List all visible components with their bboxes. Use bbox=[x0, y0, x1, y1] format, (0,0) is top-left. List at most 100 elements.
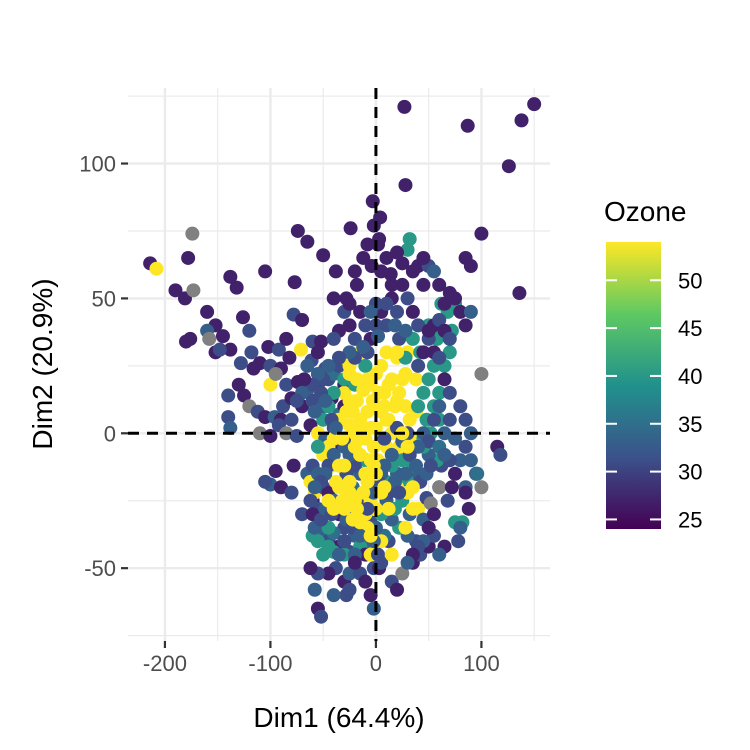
data-point bbox=[405, 304, 420, 319]
data-point bbox=[356, 339, 371, 354]
data-point bbox=[356, 250, 371, 265]
data-point bbox=[286, 458, 301, 473]
data-point bbox=[527, 97, 542, 112]
data-point bbox=[310, 439, 325, 454]
data-point bbox=[416, 345, 431, 360]
data-point bbox=[442, 412, 457, 427]
data-point bbox=[353, 431, 368, 446]
data-point bbox=[411, 358, 426, 373]
data-point bbox=[390, 393, 405, 408]
data-point bbox=[514, 113, 529, 128]
y-tick-label: 0 bbox=[104, 421, 116, 446]
data-point bbox=[458, 318, 473, 333]
data-point bbox=[349, 501, 364, 516]
data-point bbox=[258, 474, 273, 489]
data-point bbox=[405, 264, 420, 279]
data-point bbox=[246, 361, 261, 376]
data-point bbox=[437, 426, 452, 441]
data-point bbox=[512, 286, 527, 301]
data-point bbox=[374, 485, 389, 500]
data-point bbox=[342, 345, 357, 360]
data-point bbox=[186, 283, 201, 298]
data-point bbox=[377, 431, 392, 446]
data-point bbox=[353, 515, 368, 530]
colorbar-tick-label: 25 bbox=[678, 507, 702, 532]
data-point bbox=[368, 399, 383, 414]
data-point bbox=[263, 377, 278, 392]
data-point bbox=[432, 547, 447, 562]
data-point bbox=[416, 250, 431, 265]
data-point bbox=[221, 410, 236, 425]
data-point bbox=[363, 420, 378, 435]
data-point bbox=[326, 331, 341, 346]
data-point bbox=[423, 496, 438, 511]
data-point bbox=[332, 458, 346, 473]
data-point bbox=[223, 342, 238, 357]
data-point bbox=[381, 501, 396, 516]
data-point bbox=[310, 366, 325, 381]
x-tick-label: -100 bbox=[248, 651, 292, 676]
data-point bbox=[371, 329, 386, 344]
data-point bbox=[360, 372, 375, 387]
data-point bbox=[366, 601, 381, 616]
colorbar-tick-label: 30 bbox=[678, 460, 702, 485]
legend-title: Ozone bbox=[604, 196, 687, 227]
data-point bbox=[279, 331, 294, 346]
data-point bbox=[261, 339, 276, 354]
data-point bbox=[297, 372, 312, 387]
data-point bbox=[470, 466, 485, 481]
data-point bbox=[411, 399, 426, 414]
data-point bbox=[432, 399, 447, 414]
data-point bbox=[363, 588, 378, 603]
data-point bbox=[314, 334, 329, 349]
data-point bbox=[458, 439, 473, 454]
data-point bbox=[353, 528, 368, 543]
data-point bbox=[356, 383, 371, 398]
data-point bbox=[444, 480, 459, 495]
data-point bbox=[284, 412, 299, 427]
data-point bbox=[384, 277, 399, 292]
data-point bbox=[458, 485, 473, 500]
data-point bbox=[493, 447, 508, 462]
data-point bbox=[328, 264, 343, 279]
data-point bbox=[400, 555, 415, 570]
data-point bbox=[453, 399, 468, 414]
data-point bbox=[290, 223, 305, 238]
data-point bbox=[442, 345, 457, 360]
data-point bbox=[307, 582, 322, 597]
data-point bbox=[458, 412, 473, 427]
data-point bbox=[328, 420, 343, 435]
data-point bbox=[390, 304, 405, 319]
reference-lines bbox=[128, 88, 550, 641]
data-point bbox=[149, 261, 164, 276]
data-point bbox=[242, 323, 257, 338]
data-point bbox=[268, 366, 283, 381]
data-point bbox=[295, 312, 310, 327]
data-point bbox=[402, 232, 417, 247]
data-point bbox=[400, 242, 415, 257]
data-point bbox=[363, 528, 378, 543]
data-point bbox=[303, 561, 318, 576]
data-point bbox=[342, 393, 357, 408]
data-point bbox=[387, 318, 402, 333]
data-point bbox=[379, 345, 394, 360]
data-point bbox=[432, 480, 447, 495]
data-point bbox=[252, 426, 267, 441]
data-point bbox=[339, 291, 354, 306]
data-point bbox=[437, 296, 452, 311]
data-point bbox=[328, 474, 343, 489]
y-axis-title: Dim2 (20.9%) bbox=[27, 278, 58, 449]
data-point bbox=[381, 377, 396, 392]
colorbar-tick-label: 40 bbox=[678, 364, 702, 389]
data-point bbox=[316, 248, 331, 263]
data-point bbox=[416, 385, 431, 400]
data-point bbox=[314, 512, 329, 527]
data-point bbox=[405, 501, 420, 516]
data-point bbox=[289, 393, 304, 408]
data-point bbox=[379, 412, 394, 427]
data-point bbox=[342, 318, 357, 333]
data-point bbox=[202, 331, 217, 346]
data-point bbox=[442, 331, 457, 346]
data-point bbox=[326, 501, 341, 516]
data-point bbox=[390, 345, 405, 360]
